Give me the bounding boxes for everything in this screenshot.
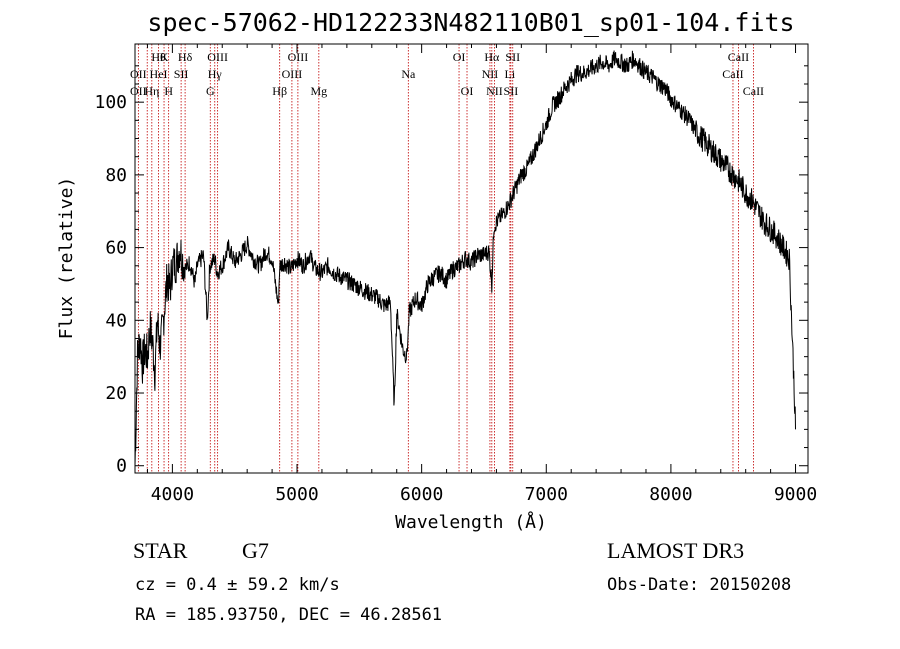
x-tick-label-1: 5000 (275, 484, 318, 505)
line-label-2: Hδ (178, 50, 193, 64)
x-axis: 4000 5000 6000 7000 8000 9000 (146, 44, 817, 505)
line-label-10: HeI (150, 67, 168, 81)
line-label-12: Hγ (208, 67, 223, 81)
y-tick-label-3: 60 (105, 238, 127, 259)
x-tick-label-4: 8000 (649, 484, 692, 505)
reference-lines (137, 44, 754, 473)
y-axis-label: Flux (relative) (56, 177, 77, 340)
line-label-19: Hη (144, 84, 159, 98)
x-tick-label-2: 6000 (400, 484, 443, 505)
redshift-cz: cz = 0.4 ± 59.2 km/s (135, 575, 340, 595)
line-label-24: OI (461, 84, 474, 98)
line-label-11: SII (174, 67, 189, 81)
y-tick-label-5: 100 (94, 92, 127, 113)
line-label-13: OIII (282, 67, 303, 81)
line-label-9: OII (130, 67, 147, 81)
object-type: STAR (133, 538, 188, 563)
x-axis-label: Wavelength (Å) (395, 511, 547, 533)
y-axis: 0 20 40 60 80 100 (94, 65, 808, 477)
line-label-25: NII (486, 84, 503, 98)
line-label-18: OII (130, 84, 147, 98)
reference-line-labels: HθK Hδ OIII OIII OI Hα SII CaII OII HeI SII Hγ OIII N… (130, 50, 764, 98)
line-label-8: CaII (728, 50, 749, 64)
survey-name: LAMOST DR3 (607, 538, 744, 563)
line-label-26: SII (504, 84, 519, 98)
line-label-3: OIII (207, 50, 228, 64)
spectrum-line (134, 50, 796, 467)
x-tick-label-0: 4000 (151, 484, 194, 505)
subclass: G7 (242, 538, 269, 563)
x-tick-label-3: 7000 (525, 484, 568, 505)
line-label-7: SII (505, 50, 520, 64)
line-label-23: Mg (310, 84, 327, 98)
line-label-21: G (206, 84, 215, 98)
line-label-16: Li (505, 67, 516, 81)
line-label-6: Hα (484, 50, 500, 64)
y-tick-label-0: 0 (116, 456, 127, 477)
y-tick-label-2: 40 (105, 310, 127, 331)
y-tick-label-4: 80 (105, 165, 127, 186)
coordinates: RA = 185.93750, DEC = 46.28561 (135, 605, 442, 625)
x-tick-label-5: 9000 (774, 484, 817, 505)
line-label-15: NII (482, 67, 499, 81)
line-label-1: K (160, 50, 169, 64)
line-label-5: OI (453, 50, 466, 64)
line-label-22: Hβ (272, 84, 287, 98)
line-label-4: OIII (288, 50, 309, 64)
line-label-17: CaII (722, 67, 743, 81)
line-label-20: H (164, 84, 173, 98)
line-label-0: Hθ (151, 50, 166, 64)
chart-title: spec-57062-HD122233N482110B01_sp01-104.f… (147, 8, 794, 37)
obs-date: Obs-Date: 20150208 (607, 575, 791, 595)
y-tick-label-1: 20 (105, 383, 127, 404)
line-label-14: Na (401, 67, 416, 81)
line-label-27: CaII (743, 84, 764, 98)
